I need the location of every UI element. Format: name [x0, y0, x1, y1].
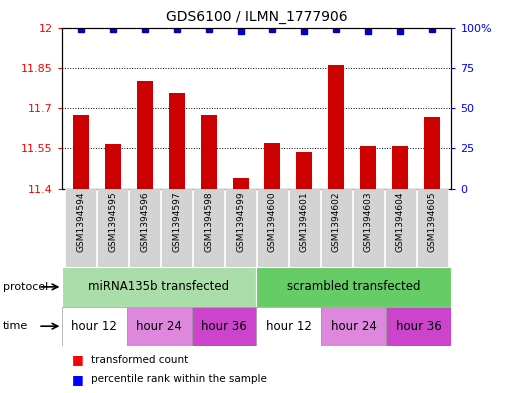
Text: ■: ■ — [72, 353, 84, 366]
Title: GDS6100 / ILMN_1777906: GDS6100 / ILMN_1777906 — [166, 10, 347, 24]
Bar — [257, 189, 288, 267]
Text: GSM1394597: GSM1394597 — [172, 192, 181, 252]
Text: GSM1394602: GSM1394602 — [332, 192, 341, 252]
Bar — [417, 189, 448, 267]
Bar — [161, 189, 192, 267]
Text: GSM1394596: GSM1394596 — [140, 192, 149, 252]
Text: transformed count: transformed count — [91, 354, 189, 365]
Bar — [129, 189, 160, 267]
Text: scrambled transfected: scrambled transfected — [287, 280, 421, 294]
Bar — [62, 267, 256, 307]
Bar — [256, 307, 322, 346]
Bar — [353, 189, 384, 267]
Bar — [256, 267, 451, 307]
Bar — [321, 189, 352, 267]
Bar — [169, 93, 185, 189]
Text: hour 12: hour 12 — [266, 320, 312, 333]
Bar — [201, 115, 216, 189]
Bar — [73, 115, 89, 189]
Text: GSM1394599: GSM1394599 — [236, 192, 245, 252]
Text: GSM1394594: GSM1394594 — [76, 192, 85, 252]
Bar — [322, 307, 386, 346]
Bar — [385, 189, 416, 267]
Bar — [265, 143, 281, 189]
Bar — [297, 152, 312, 189]
Bar — [105, 144, 121, 189]
Text: GSM1394605: GSM1394605 — [428, 192, 437, 252]
Bar — [424, 118, 440, 189]
Text: hour 24: hour 24 — [136, 320, 182, 333]
Bar — [225, 189, 256, 267]
Text: percentile rank within the sample: percentile rank within the sample — [91, 374, 267, 384]
Bar — [62, 307, 127, 346]
Bar — [193, 189, 224, 267]
Bar — [136, 81, 153, 189]
Text: hour 36: hour 36 — [201, 320, 247, 333]
Bar — [127, 307, 191, 346]
Bar — [232, 178, 248, 189]
Bar — [289, 189, 320, 267]
Text: hour 12: hour 12 — [71, 320, 117, 333]
Text: hour 24: hour 24 — [331, 320, 377, 333]
Text: miRNA135b transfected: miRNA135b transfected — [88, 280, 230, 294]
Text: GSM1394598: GSM1394598 — [204, 192, 213, 252]
Text: GSM1394601: GSM1394601 — [300, 192, 309, 252]
Bar — [386, 307, 451, 346]
Bar — [65, 189, 96, 267]
Text: GSM1394603: GSM1394603 — [364, 192, 373, 252]
Text: GSM1394600: GSM1394600 — [268, 192, 277, 252]
Text: ■: ■ — [72, 373, 84, 386]
Text: protocol: protocol — [3, 282, 48, 292]
Text: GSM1394604: GSM1394604 — [396, 192, 405, 252]
Bar — [328, 65, 344, 189]
Bar — [360, 146, 377, 189]
Bar — [97, 189, 128, 267]
Text: time: time — [3, 321, 28, 331]
Text: GSM1394595: GSM1394595 — [108, 192, 117, 252]
Bar — [392, 146, 408, 189]
Bar — [191, 307, 256, 346]
Text: hour 36: hour 36 — [396, 320, 442, 333]
